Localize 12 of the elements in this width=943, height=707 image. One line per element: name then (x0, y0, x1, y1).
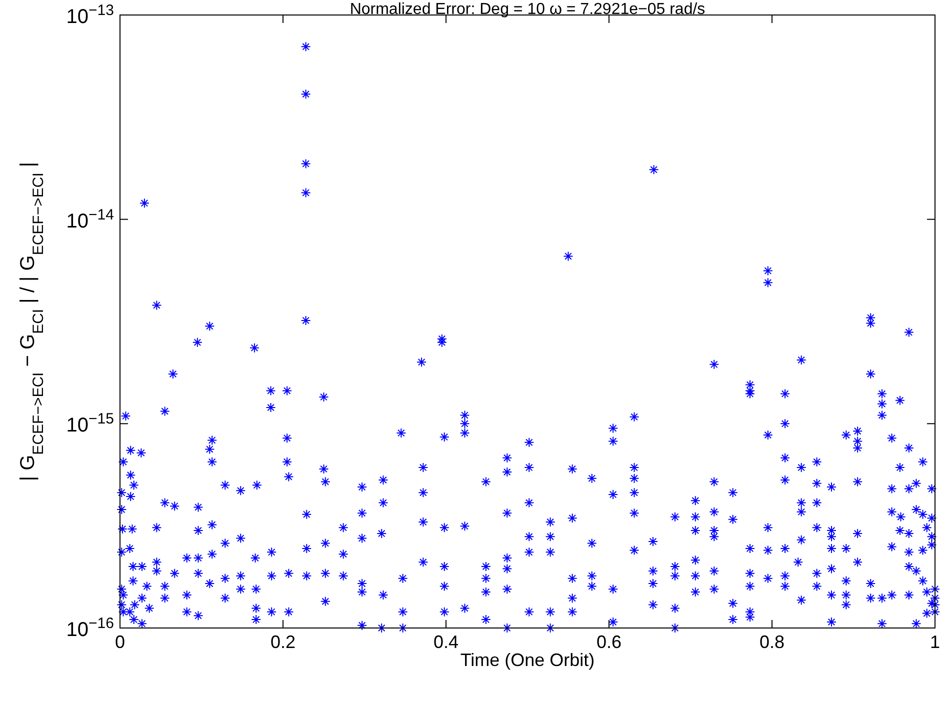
x-tick-label: 1 (930, 632, 940, 652)
y-tick-label: 10$^{−14}$ (66, 206, 114, 232)
x-tick-label: 0.8 (759, 632, 785, 652)
x-tick-label: 0.6 (596, 632, 622, 652)
y-tick-label: 10$^{−15}$ (66, 410, 114, 437)
y-tick-label: 10$^{−13}$ (66, 2, 114, 28)
x-axis-title: Time (One Orbit) (460, 650, 595, 670)
x-tick-label: 0 (114, 632, 126, 652)
y-tick-label: 10$^{−16}$ (66, 614, 114, 641)
x-tick-label: 0.4 (433, 632, 459, 652)
chart-title: Normalized Error: Deg = 10 ω = 7.2921e−05 rad/s (350, 1, 706, 18)
x-tick-label: 0.2 (270, 632, 296, 652)
